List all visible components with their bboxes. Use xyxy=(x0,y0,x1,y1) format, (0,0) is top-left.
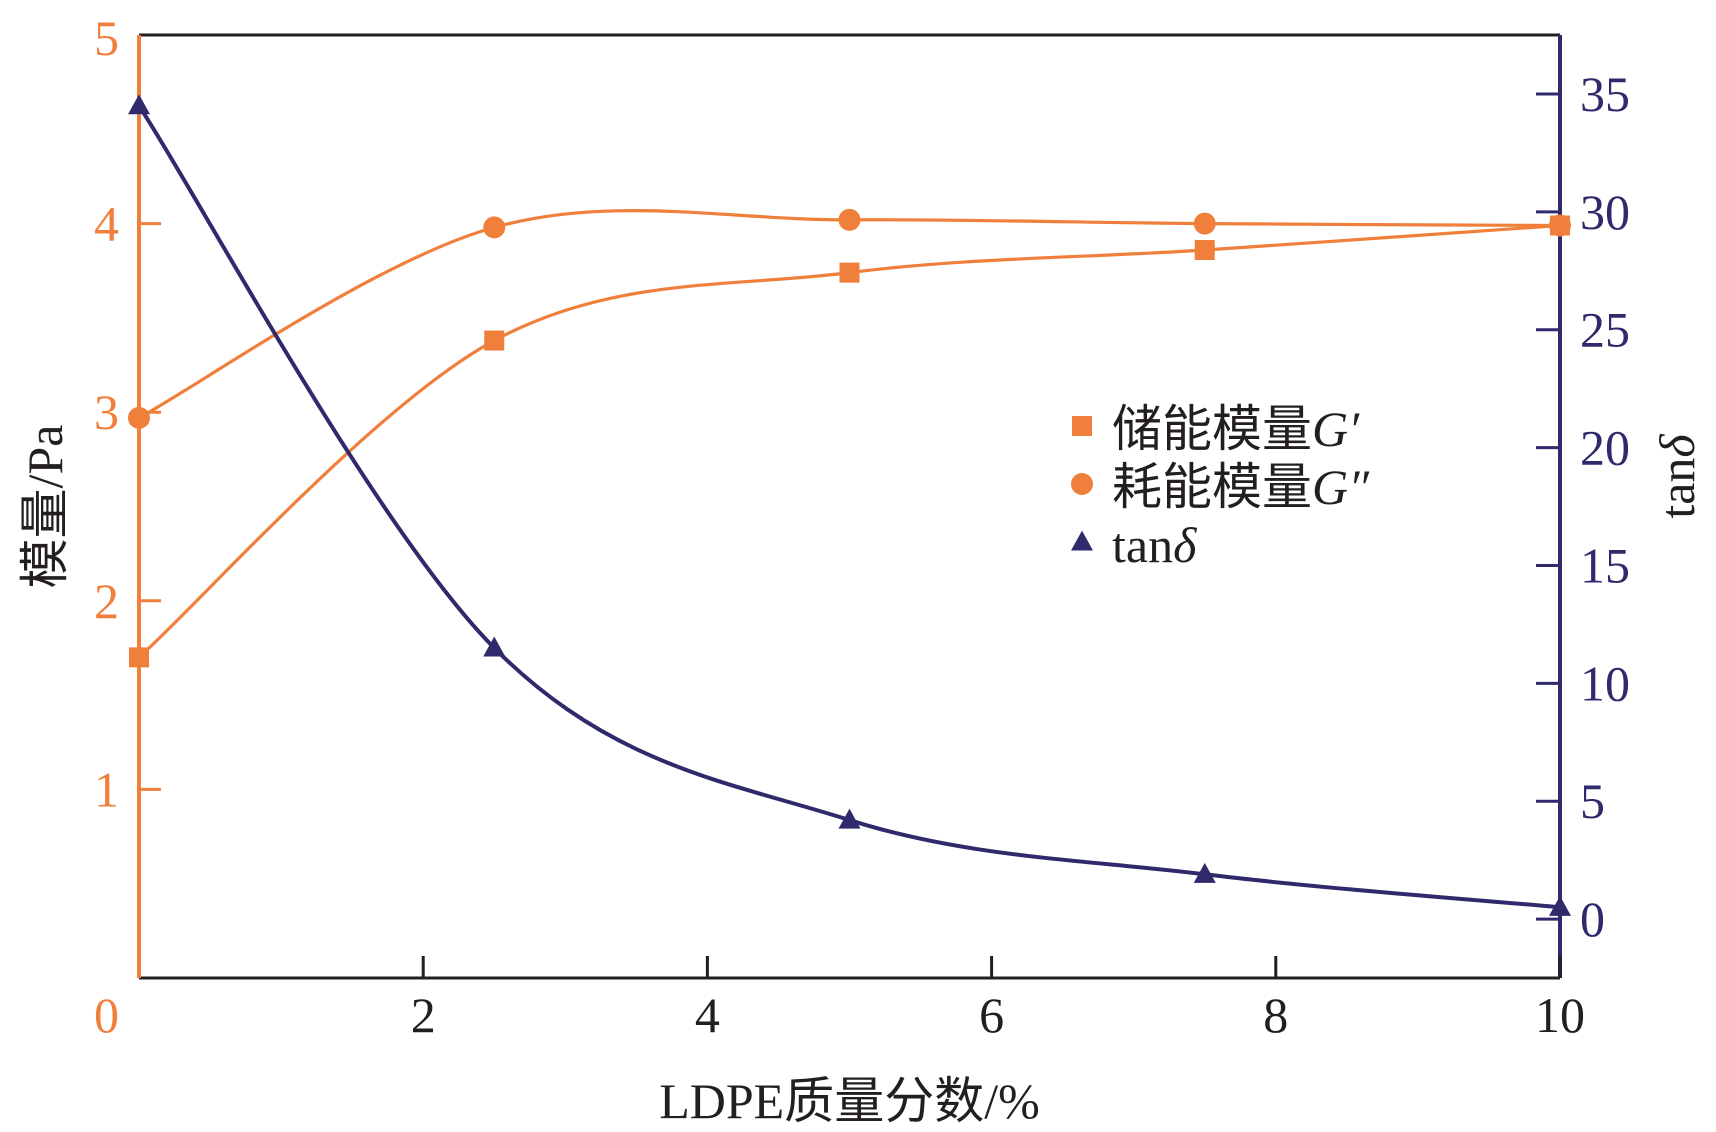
legend-label-symbol: G′ xyxy=(1312,401,1360,457)
data-point-square xyxy=(1194,240,1215,261)
data-point-square xyxy=(839,262,860,283)
right-y-tick-label: 15 xyxy=(1580,537,1630,593)
legend-label-symbol: δ xyxy=(1173,517,1197,573)
x-axis-title: LDPE质量分数/% xyxy=(659,1073,1040,1129)
legend-marker-triangle xyxy=(1071,530,1093,551)
legend: 储能模量G′耗能模量G″tanδ xyxy=(1071,401,1370,573)
left-y-tick-label: 4 xyxy=(94,196,119,252)
right-y-tick-label: 5 xyxy=(1580,773,1605,829)
legend-label: tanδ xyxy=(1112,517,1197,573)
data-point-square xyxy=(129,647,149,668)
data-point-triangle xyxy=(483,636,506,657)
series-circle xyxy=(128,208,1571,429)
data-point-triangle xyxy=(1549,895,1571,916)
data-point-circle xyxy=(1549,214,1571,237)
legend-marker-square xyxy=(1072,416,1092,436)
x-tick-label: 8 xyxy=(1263,987,1288,1043)
data-point-circle xyxy=(838,208,861,231)
data-point-triangle xyxy=(128,94,150,115)
series-line-triangle xyxy=(137,104,1561,910)
legend-label-name: 储能模量 xyxy=(1112,401,1312,457)
series-layer xyxy=(128,94,1571,916)
data-point-triangle xyxy=(838,808,861,829)
legend-label-symbol: G″ xyxy=(1312,459,1370,515)
data-point-circle xyxy=(128,406,150,429)
left-y-tick-label: 5 xyxy=(94,10,119,66)
data-point-circle xyxy=(483,216,506,239)
x-tick-label: 2 xyxy=(411,987,436,1043)
axis-titles: LDPE质量分数/%模量/Pa tanδ xyxy=(17,425,1705,1129)
right-y-tick-label: 0 xyxy=(1580,891,1605,947)
legend-label-name: tan xyxy=(1112,517,1173,573)
legend-label: 耗能模量G″ xyxy=(1112,459,1370,515)
left-y-tick-label: 0 xyxy=(94,987,119,1043)
legend-marker-circle xyxy=(1071,473,1093,495)
left-y-axis-title: 模量/Pa xyxy=(17,425,73,589)
legend-label: 储能模量G′ xyxy=(1112,401,1360,457)
right-y-tick-label: 25 xyxy=(1580,302,1630,358)
right-y-tick-label: 20 xyxy=(1580,420,1630,476)
data-point-triangle xyxy=(1193,862,1216,883)
series-triangle xyxy=(128,94,1571,916)
left-y-tick-label: 3 xyxy=(94,384,119,440)
x-tick-label: 6 xyxy=(979,987,1004,1043)
x-tick-label: 4 xyxy=(695,987,720,1043)
right-y-tick-label: 35 xyxy=(1580,66,1630,122)
data-point-square xyxy=(484,330,505,351)
right-y-tick-label: 10 xyxy=(1580,655,1630,711)
left-y-tick-label: 1 xyxy=(94,761,119,817)
right-y-axis-title-text: tan xyxy=(1649,458,1705,519)
axes-layer: 2 4 6 8 10 0 1 2 3 4 5 0 5 10 15 20 25 30 35 xyxy=(94,10,1630,1043)
x-tick-label: 10 xyxy=(1535,987,1585,1043)
data-point-circle xyxy=(1193,212,1216,235)
legend-label-name: 耗能模量 xyxy=(1112,459,1312,515)
right-y-axis-title: tanδ xyxy=(1649,434,1705,519)
left-y-tick-label: 2 xyxy=(94,573,119,629)
series-line-square xyxy=(137,223,1561,659)
right-y-tick-label: 30 xyxy=(1580,184,1630,240)
right-y-axis-title-symbol: δ xyxy=(1649,434,1705,458)
